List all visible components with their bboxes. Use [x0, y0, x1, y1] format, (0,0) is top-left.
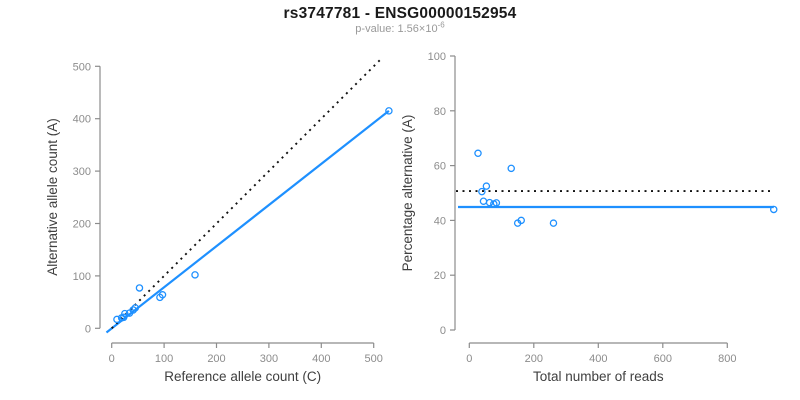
x-tick-label: 400 — [312, 353, 330, 365]
x-tick-label: 200 — [525, 353, 543, 365]
data-point — [507, 164, 515, 173]
y-axis-title: Alternative allele count (A) — [45, 118, 60, 276]
y-tick-label: 100 — [73, 271, 91, 283]
data-point — [482, 182, 491, 190]
x-tick-label: 400 — [589, 353, 607, 365]
data-point — [113, 315, 121, 324]
data-point — [549, 219, 558, 227]
data-point — [492, 199, 501, 207]
x-tick-label: 0 — [466, 353, 472, 365]
y-tick-label: 20 — [434, 270, 446, 282]
x-tick-label: 500 — [365, 353, 383, 365]
y-tick-label: 80 — [434, 106, 446, 118]
pvalue-exponent: -6 — [437, 20, 445, 30]
y-tick-label: 60 — [434, 161, 446, 173]
data-point — [517, 216, 525, 225]
data-point — [769, 205, 778, 214]
x-tick-label: 0 — [109, 353, 115, 365]
x-tick-label: 300 — [260, 353, 278, 365]
data-point — [135, 284, 144, 292]
x-axis-title: Total number of reads — [533, 369, 664, 384]
data-point — [158, 291, 167, 299]
data-point — [120, 313, 128, 322]
data-point — [474, 149, 482, 158]
data-point — [385, 107, 393, 115]
figure-title: rs3747781 - ENSG00000152954 — [283, 5, 517, 22]
data-point — [479, 197, 488, 205]
y-axis-title: Percentage alternative (A) — [400, 115, 415, 272]
x-tick-label: 100 — [155, 353, 173, 365]
x-tick-label: 200 — [207, 353, 225, 365]
y-tick-label: 40 — [434, 215, 446, 227]
identity-line — [111, 56, 384, 329]
x-tick-label: 800 — [718, 353, 736, 365]
data-point — [121, 309, 129, 318]
x-axis-title: Reference allele count (C) — [164, 369, 321, 384]
pvalue-text: p-value: 1.56×10 — [355, 23, 438, 35]
data-point — [485, 198, 494, 207]
y-tick-label: 100 — [428, 51, 446, 63]
data-point — [129, 306, 137, 314]
y-tick-label: 0 — [85, 323, 91, 335]
left-panel: 0 100 200 300 400 500 0 100 200 300 400 500 Referenc… — [45, 56, 393, 384]
y-tick-label: 500 — [73, 61, 91, 73]
x-tick-label: 600 — [654, 353, 672, 365]
y-tick-label: 0 — [440, 325, 446, 337]
y-tick-label: 200 — [73, 219, 91, 231]
y-tick-label: 300 — [73, 166, 91, 178]
data-point — [478, 187, 486, 196]
y-tick-label: 400 — [73, 114, 91, 126]
right-panel: 0 20 40 60 80 100 0 200 400 600 800 Total number of… — [400, 51, 778, 384]
data-point — [191, 271, 199, 279]
fitted-line — [105, 109, 390, 334]
data-point — [131, 304, 140, 312]
figure-subtitle: p-value: 1.56×10-6 — [0, 20, 800, 35]
